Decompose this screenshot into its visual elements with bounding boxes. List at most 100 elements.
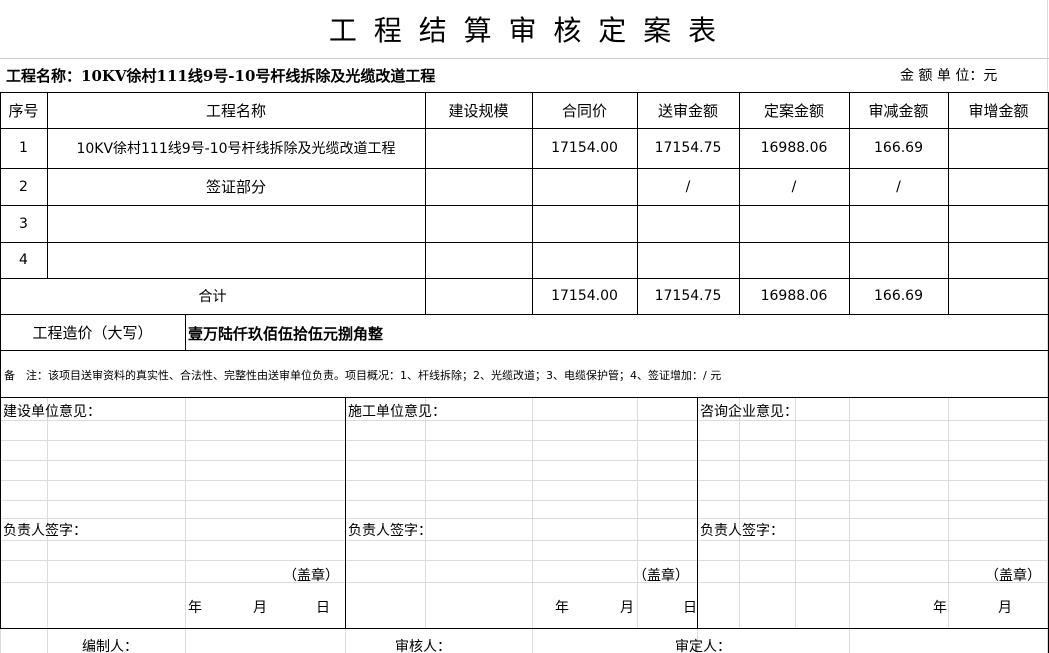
opinion-title: 建设单位意见： [3, 404, 101, 420]
seal-label: （盖章） [985, 568, 1041, 584]
project-name-cell[interactable] [47, 242, 425, 278]
table-line [0, 168, 1049, 169]
table-line [0, 242, 1049, 243]
gridline [185, 628, 186, 653]
table-line [425, 92, 426, 314]
table-cell[interactable]: 1 [19, 140, 28, 156]
gridline [849, 628, 850, 653]
table-cell[interactable] [532, 205, 637, 242]
date-day: 日 [316, 600, 330, 616]
gridline [739, 397, 740, 628]
divider [0, 58, 1049, 59]
gridline [0, 500, 1049, 501]
gridline [795, 397, 796, 628]
project-name-cell[interactable]: 签证部分 [205, 178, 266, 196]
total-cell[interactable]: 16988.06 [760, 288, 828, 304]
gridline [185, 397, 186, 628]
table-line [47, 92, 48, 278]
total-cell[interactable]: 17154.75 [654, 288, 722, 304]
table-line [0, 278, 1049, 279]
gridline [637, 397, 638, 628]
total-cell[interactable]: 166.69 [874, 288, 923, 304]
gridline [0, 518, 1049, 519]
table-cell[interactable] [948, 242, 1049, 278]
table-line [0, 205, 1049, 206]
gridline [849, 397, 850, 628]
table-line [0, 128, 1049, 129]
table-cell[interactable]: / [896, 178, 901, 195]
gridline [345, 628, 346, 653]
date-day: 日 [683, 600, 697, 616]
gridline [0, 540, 1049, 541]
gridline [0, 560, 1049, 561]
table-cell[interactable] [739, 242, 849, 278]
gridline [47, 628, 48, 653]
table-cell[interactable] [425, 128, 532, 168]
table-line [0, 314, 1, 397]
signature-label: 负责人签字： [348, 523, 432, 539]
amount-unit: 金 额 单 位：元 [900, 68, 998, 84]
project-name-cell[interactable] [47, 205, 425, 242]
table-cell[interactable]: 17154.00 [551, 140, 618, 156]
column-header: 定案金额 [763, 101, 824, 120]
gridline [532, 628, 533, 653]
table-line [345, 397, 346, 628]
project-name-cell[interactable]: 10KV徐村111线9号-10号杆线拆除及光缆改道工程 [76, 141, 396, 157]
table-cell[interactable] [425, 205, 532, 242]
signature-label: 负责人签字： [700, 523, 784, 539]
total-cell[interactable] [948, 278, 1049, 314]
table-cell[interactable]: / [791, 178, 797, 195]
date-year: 年 [188, 600, 202, 616]
table-line [0, 92, 1, 314]
table-line [697, 397, 698, 628]
table-cell[interactable]: 16988.06 [760, 140, 828, 156]
table-cell[interactable] [425, 242, 532, 278]
gridline [948, 397, 949, 628]
table-cell[interactable]: 3 [19, 215, 28, 232]
table-cell[interactable]: 17154.75 [654, 140, 722, 156]
gridline [0, 420, 1049, 421]
table-cell[interactable] [532, 242, 637, 278]
gridline [0, 480, 1049, 481]
table-cell[interactable] [948, 128, 1049, 168]
column-header: 送审金额 [657, 101, 718, 120]
table-cell[interactable] [637, 242, 739, 278]
table-cell[interactable] [849, 242, 948, 278]
table-line [185, 314, 186, 350]
table-cell[interactable] [948, 168, 1049, 205]
page-title: 工 程 结 算 审 核 定 案 表 [328, 14, 721, 47]
table-cell[interactable] [739, 205, 849, 242]
table-line [948, 92, 949, 314]
price-words-value: 壹万陆仟玖佰伍拾伍元捌角整 [188, 325, 384, 343]
table-cell[interactable]: 166.69 [874, 140, 923, 156]
opinion-title: 施工单位意见： [348, 404, 446, 420]
table-cell[interactable] [849, 205, 948, 242]
table-cell[interactable] [948, 205, 1049, 242]
total-cell[interactable] [425, 278, 532, 314]
table-line [0, 314, 1049, 315]
table-cell[interactable] [425, 168, 532, 205]
gridline [697, 628, 698, 653]
table-line [532, 92, 533, 314]
table-cell[interactable]: / [685, 178, 691, 195]
table-cell[interactable] [637, 205, 739, 242]
table-cell[interactable]: 4 [19, 252, 28, 268]
column-header: 建设规模 [448, 101, 509, 120]
table-cell[interactable] [532, 168, 637, 205]
project-name: 工程名称：10KV徐村111线9号-10号杆线拆除及光缆改道工程 [6, 67, 436, 85]
date-month: 月 [620, 600, 634, 616]
seal-label: （盖章） [633, 568, 689, 584]
column-header: 审减金额 [868, 101, 929, 120]
price-words-label: 工程造价（大写） [32, 323, 153, 342]
table-line [849, 92, 850, 314]
column-header: 审增金额 [968, 101, 1029, 120]
table-line [0, 628, 1049, 629]
table-cell[interactable]: 2 [19, 178, 28, 195]
total-cell[interactable]: 17154.00 [551, 288, 618, 304]
gridline [0, 460, 1049, 461]
total-label: 合计 [198, 289, 227, 305]
date-year: 年 [933, 600, 947, 616]
note: 备 注：该项目送审资料的真实性、合法性、完整性由送审单位负责。项目概况：1、杆线… [4, 369, 722, 382]
gridline [47, 397, 48, 628]
table-line [739, 92, 740, 314]
